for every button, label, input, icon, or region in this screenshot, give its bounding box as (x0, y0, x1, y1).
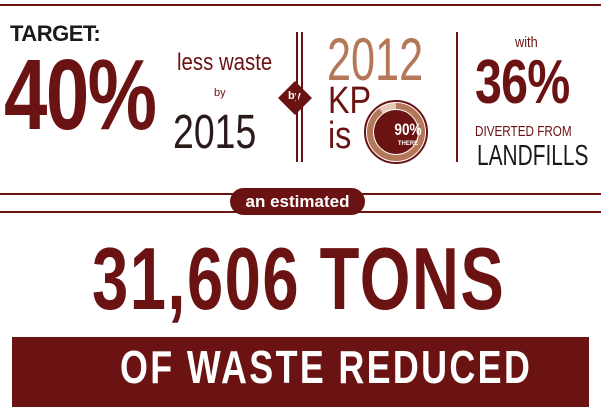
waste-reduced-band (12, 337, 589, 407)
donut-percent: 90% (394, 120, 422, 139)
estimate-pill: an estimated (230, 188, 365, 215)
target-label: TARGET: (10, 21, 101, 46)
top-rule (0, 4, 601, 6)
is-label: is (328, 115, 352, 157)
diverted-from-label: DIVERTED FROM (475, 123, 572, 140)
donut-label: THERE (397, 141, 419, 147)
with-label: with (515, 34, 538, 51)
less-waste-label: less waste (177, 49, 273, 76)
landfills-label: LANDFILLS (477, 140, 589, 172)
progress-donut-chart (364, 100, 428, 164)
by-label: by (214, 87, 226, 99)
target-year: 2015 (173, 106, 257, 159)
diverted-percent: 36% (475, 48, 570, 117)
by-badge-label: by (288, 90, 301, 102)
divider (301, 32, 303, 162)
progress-year: 2012 (327, 26, 424, 93)
donut-progress-arc (367, 103, 425, 161)
divider (456, 32, 458, 162)
kp-label: KP (328, 80, 372, 122)
tons-value: 31,606 TONS (92, 229, 506, 328)
divider (296, 32, 298, 162)
donut-center (374, 110, 418, 154)
waste-reduced-label: OF WASTE REDUCED (120, 341, 533, 393)
target-percent: 40% (4, 39, 157, 151)
